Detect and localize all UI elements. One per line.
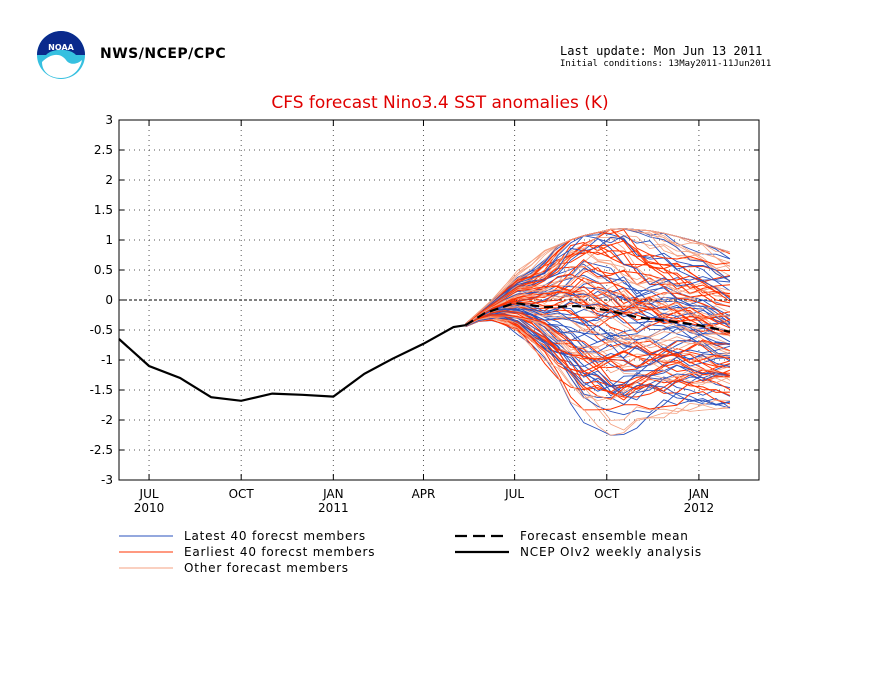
x-tick-year: 2010 [134, 501, 165, 515]
x-tick-label: APR [412, 487, 436, 501]
latest-member-line [465, 236, 731, 325]
x-tick-label: JAN [688, 487, 710, 501]
earliest-member-line [465, 266, 731, 325]
other-member-line [465, 228, 731, 325]
earliest-member-line [465, 315, 731, 400]
earliest-member-line [465, 317, 731, 398]
earliest-member-line [465, 259, 731, 326]
earliest-member-line [465, 310, 731, 368]
y-tick-label: 2 [105, 173, 113, 187]
ensemble-members [465, 228, 731, 436]
other-member-line [465, 316, 731, 401]
earliest-member-line [465, 316, 731, 377]
legend-label: Forecast ensemble mean [520, 529, 689, 543]
y-tick-label: 1.5 [94, 203, 113, 217]
y-tick-label: 3 [105, 113, 113, 127]
other-member-line [465, 306, 731, 360]
legend-label: NCEP OIv2 weekly analysis [520, 545, 702, 559]
other-member-line [465, 318, 731, 402]
x-tick-year: 2012 [684, 501, 715, 515]
y-tick-label: 0 [105, 293, 113, 307]
y-tick-label: 2.5 [94, 143, 113, 157]
chart-grid [119, 120, 759, 480]
x-tick-year: 2011 [318, 501, 349, 515]
noaa-logo: NOAA [36, 30, 86, 80]
y-tick-label: -1 [101, 353, 113, 367]
latest-member-line [465, 307, 731, 345]
initial-conditions-text: Initial conditions: 13May2011-11Jun2011 [560, 59, 772, 69]
latest-member-line [465, 314, 730, 405]
y-tick-label: 0.5 [94, 263, 113, 277]
other-member-line [465, 315, 731, 352]
y-tick-label: -3 [101, 473, 113, 487]
logo-text: NOAA [48, 43, 74, 52]
latest-member-line [465, 318, 731, 388]
latest-member-line [465, 320, 731, 436]
legend-label: Other forecast members [184, 561, 349, 575]
earliest-member-line [465, 249, 731, 325]
earliest-member-line [465, 319, 730, 401]
agency-label: NWS/NCEP/CPC [100, 46, 227, 62]
y-axis: 3 2.5 2 1.5 1 0.5 0 -0.5 -1 -1.5 -2 -2.5 -3 [90, 113, 759, 487]
earliest-member-line [465, 241, 731, 325]
earliest-member-line [465, 319, 731, 411]
legend-label: Earliest 40 forecst members [184, 545, 375, 559]
x-tick-label: OCT [594, 487, 620, 501]
chart-title: CFS forecast Nino3.4 SST anomalies (K) [271, 93, 608, 113]
other-member-line [465, 289, 731, 340]
chart-series [118, 301, 731, 402]
x-tick-label: JAN [322, 487, 344, 501]
ensemble-mean-line [464, 301, 731, 333]
chart-legend: Latest 40 forecst members Earliest 40 for… [119, 529, 702, 575]
analysis-series-line [118, 324, 466, 402]
other-member-line [465, 304, 730, 336]
y-tick-label: -0.5 [90, 323, 113, 337]
latest-member-line [465, 307, 730, 369]
y-tick-label: -1.5 [90, 383, 113, 397]
x-tick-label: JUL [139, 487, 159, 501]
latest-member-line [465, 235, 731, 325]
x-tick-label: OCT [229, 487, 255, 501]
earliest-member-line [465, 314, 731, 376]
last-update-text: Last update: Mon Jun 13 2011 [560, 44, 763, 58]
x-tick-label: JUL [504, 487, 524, 501]
other-member-line [465, 276, 731, 326]
y-tick-label: -2 [101, 413, 113, 427]
latest-member-line [465, 308, 731, 368]
legend-label: Latest 40 forecst members [184, 529, 366, 543]
y-tick-label: 1 [105, 233, 113, 247]
y-tick-label: -2.5 [90, 443, 113, 457]
earliest-member-line [465, 277, 731, 329]
other-member-line [465, 318, 731, 436]
